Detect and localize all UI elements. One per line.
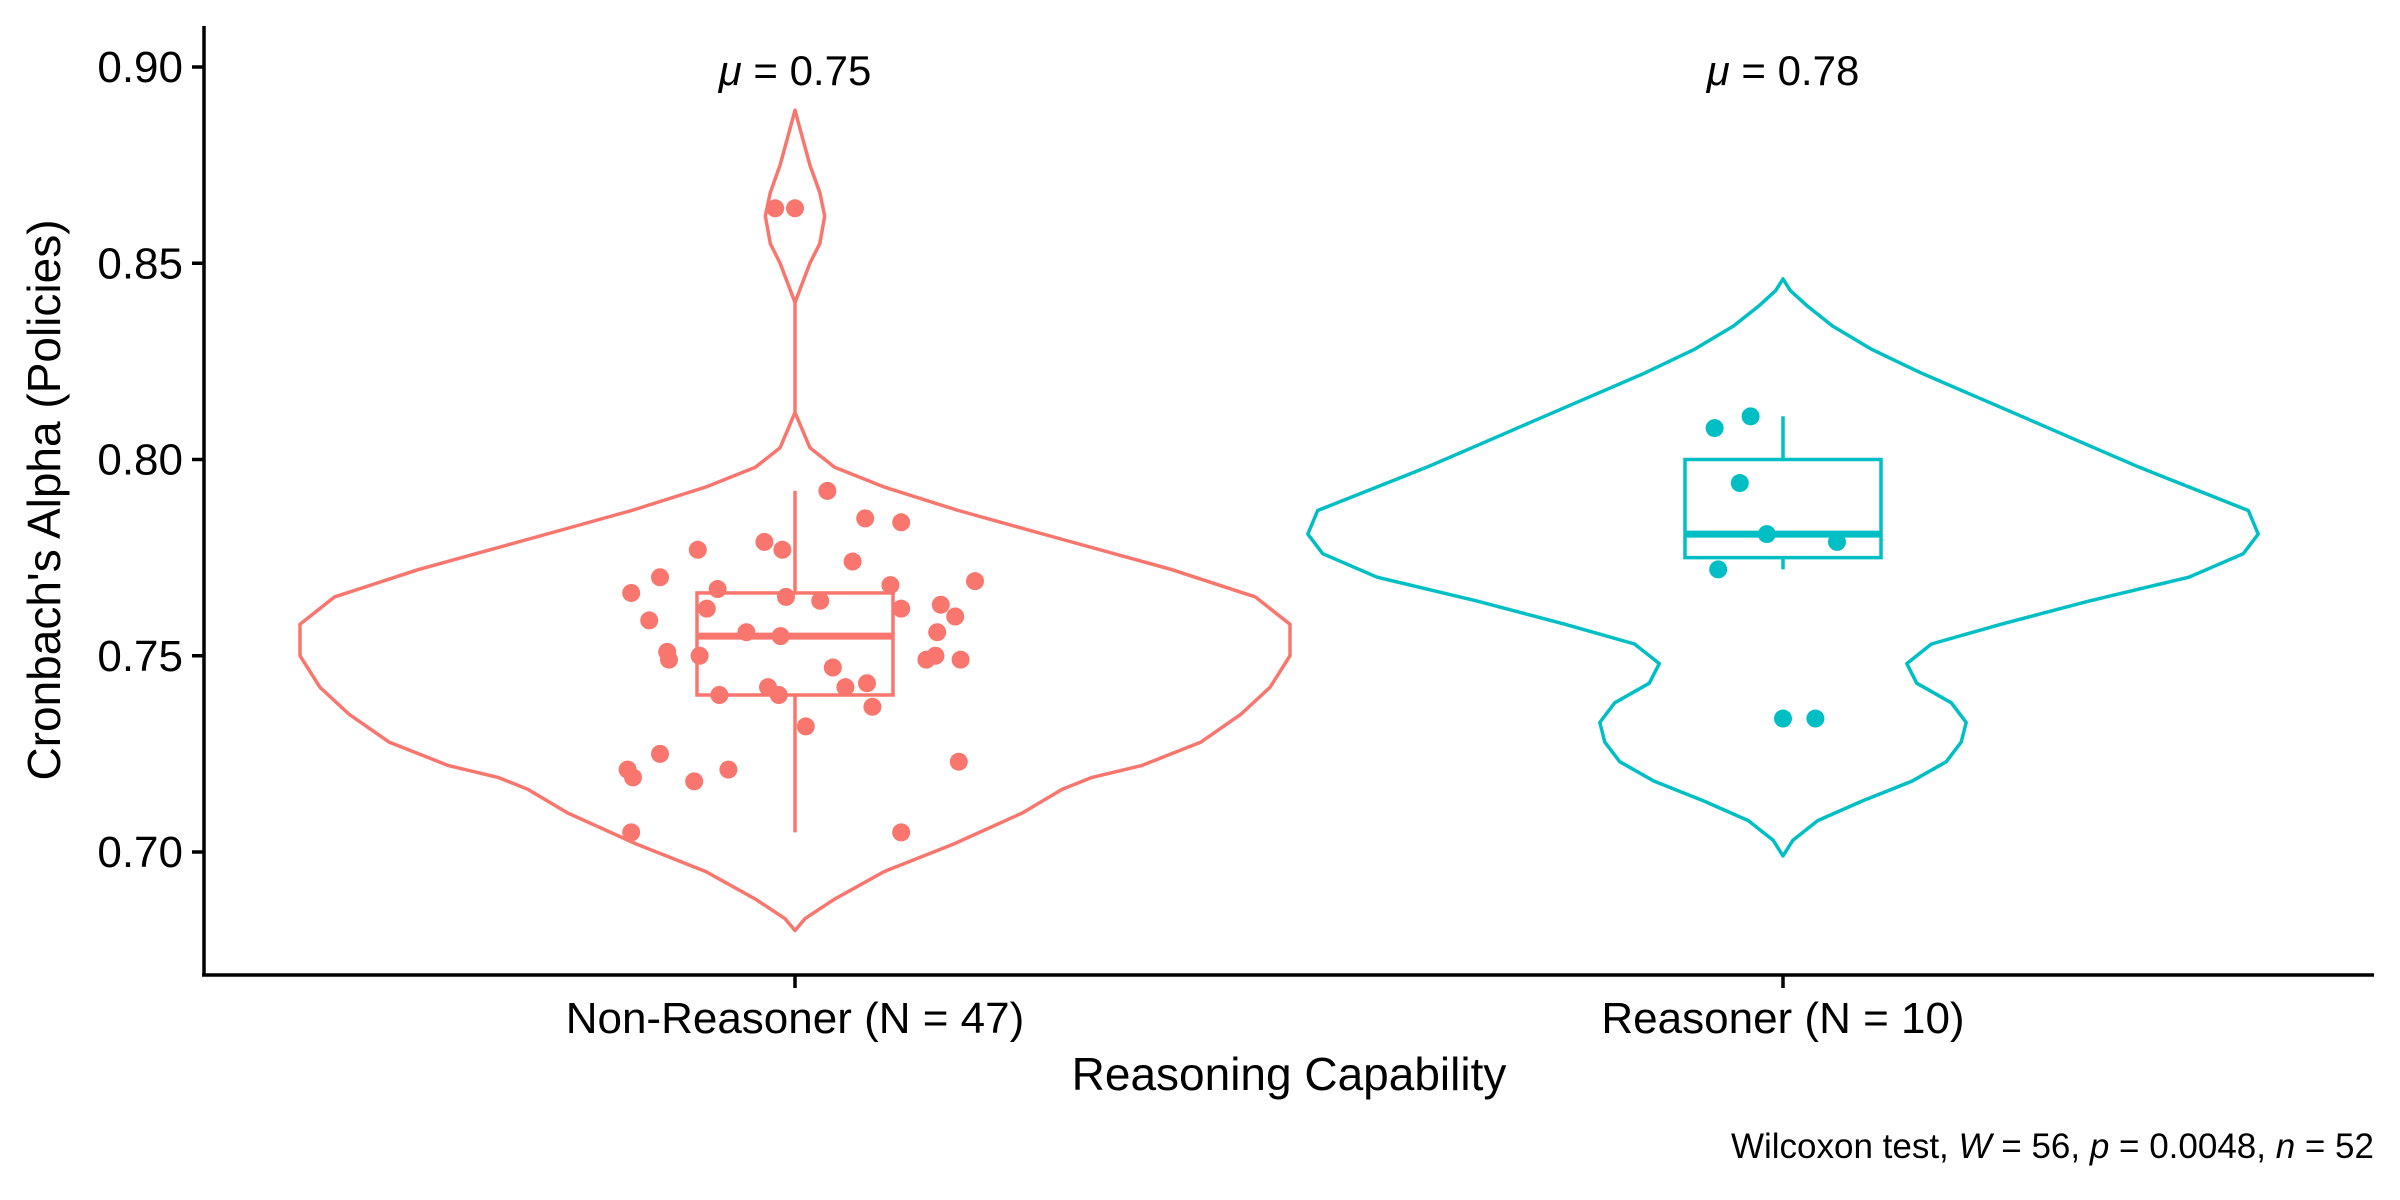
data-point xyxy=(796,717,815,736)
mean-value: = 0.78 xyxy=(1730,47,1860,94)
data-point xyxy=(1709,560,1728,579)
mean-label: μ = 0.75 xyxy=(718,47,872,94)
data-point xyxy=(719,760,738,779)
box-iqr xyxy=(1683,457,1883,560)
data-point xyxy=(651,744,669,763)
x-axis-title: Reasoning Capability xyxy=(1072,1048,1507,1100)
box-iqr xyxy=(695,591,895,697)
caption-n-symbol: n xyxy=(2276,1127,2295,1166)
data-point xyxy=(926,646,945,665)
data-point xyxy=(622,823,641,842)
data-point xyxy=(766,199,785,218)
data-point xyxy=(949,752,968,771)
data-point xyxy=(818,481,837,500)
data-point xyxy=(1828,532,1846,551)
data-point xyxy=(773,540,792,559)
y-tick-label: 0.80 xyxy=(97,436,183,485)
mean-labels-layer: μ = 0.75 μ = 0.78 xyxy=(718,47,1860,94)
caption-n-value: = 52 xyxy=(2295,1127,2374,1166)
x-tick-label: Reasoner (N = 10) xyxy=(1601,994,1964,1043)
data-point xyxy=(892,599,911,618)
mean-symbol: μ xyxy=(718,47,742,94)
mean-value: = 0.75 xyxy=(742,47,872,94)
data-point xyxy=(737,623,756,642)
data-point xyxy=(708,580,727,599)
data-point xyxy=(624,768,642,787)
data-point xyxy=(951,650,970,669)
data-point xyxy=(660,650,678,669)
data-point xyxy=(697,599,716,618)
y-axis-ticks: 0.70 0.75 0.80 0.85 0.90 xyxy=(97,43,204,877)
mean-label: μ = 0.78 xyxy=(1706,47,1860,94)
data-point xyxy=(881,576,900,595)
mean-symbol: μ xyxy=(1706,47,1730,94)
data-point xyxy=(823,658,842,677)
y-tick-label: 0.90 xyxy=(97,43,183,92)
caption-prefix: Wilcoxon test, xyxy=(1731,1127,1959,1166)
data-point xyxy=(622,583,641,602)
y-tick-label: 0.85 xyxy=(97,239,183,288)
data-point xyxy=(931,595,950,614)
data-point xyxy=(710,686,729,704)
data-point xyxy=(755,532,774,551)
data-point xyxy=(640,611,659,630)
caption-p-value: = 0.0048, xyxy=(2109,1127,2275,1166)
boxplot-layer xyxy=(695,416,1883,833)
data-point xyxy=(769,686,788,704)
y-tick-label: 0.70 xyxy=(97,828,183,877)
data-point xyxy=(777,587,795,606)
data-point xyxy=(892,513,911,532)
data-point xyxy=(1741,407,1760,426)
y-axis-title: Cronbach's Alpha (Policies) xyxy=(18,219,70,780)
data-point xyxy=(690,646,709,665)
violin-reasoner xyxy=(1306,277,2260,858)
data-point xyxy=(811,591,830,610)
data-point xyxy=(928,623,947,642)
violin-layer xyxy=(298,108,2260,933)
jitter-points-layer xyxy=(618,199,1846,842)
data-point xyxy=(966,572,984,591)
data-point xyxy=(892,823,911,842)
data-point xyxy=(1774,709,1792,728)
test-caption: Wilcoxon test, W = 56, p = 0.0048, n = 5… xyxy=(1731,1127,2374,1166)
data-point xyxy=(786,199,804,218)
y-tick-label: 0.75 xyxy=(97,632,183,681)
data-point xyxy=(1806,709,1825,728)
data-point xyxy=(685,772,704,791)
data-point xyxy=(688,540,707,559)
data-point xyxy=(1705,419,1724,438)
caption-w-value: = 56, xyxy=(1992,1127,2090,1166)
data-point xyxy=(858,674,876,693)
x-tick-label: Non-Reasoner (N = 47) xyxy=(566,994,1025,1043)
data-point xyxy=(946,607,965,626)
violin-non-reasoner xyxy=(298,108,1292,933)
data-point xyxy=(843,552,862,571)
data-point xyxy=(771,627,790,646)
data-point xyxy=(863,697,882,716)
x-axis-ticks: Non-Reasoner (N = 47) Reasoner (N = 10) xyxy=(566,975,1965,1043)
data-point xyxy=(856,509,875,528)
data-point xyxy=(651,568,669,587)
caption-p-symbol: p xyxy=(2089,1127,2109,1166)
data-point xyxy=(1757,525,1776,544)
caption-w-symbol: W xyxy=(1959,1127,1995,1166)
data-point xyxy=(836,678,855,697)
data-point xyxy=(1730,474,1749,493)
